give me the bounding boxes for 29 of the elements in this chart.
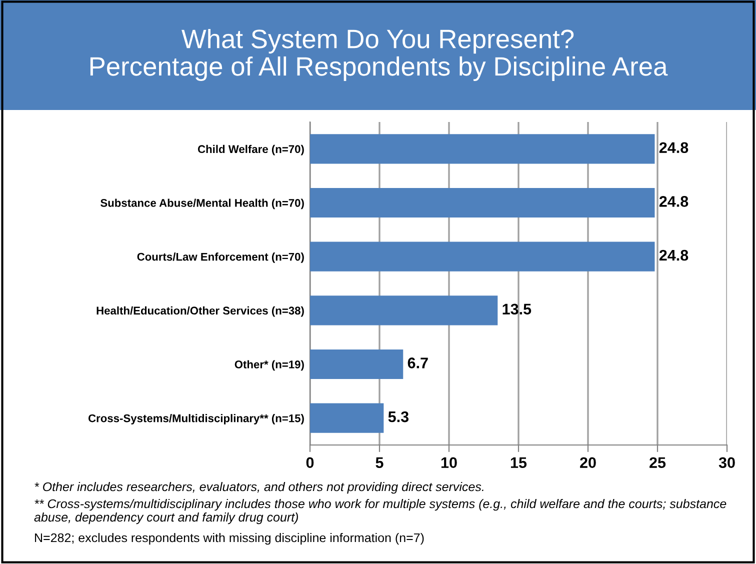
chart-title: What System Do You Represent? Percentage of All Respondents by Discipline Area <box>90 28 668 82</box>
x-tick-label: 10 <box>441 457 457 468</box>
y-tick-label: Health/Education/Other Services (n=38) <box>96 306 304 317</box>
data-label: 6.7 <box>408 358 428 368</box>
bar <box>310 296 498 326</box>
y-tick-label: Substance Abuse/Mental Health (n=70) <box>100 198 304 210</box>
bar <box>310 134 655 164</box>
data-label: 24.8 <box>659 196 688 207</box>
x-tick-label: 30 <box>718 457 735 468</box>
x-tick-label: 0 <box>306 457 314 468</box>
y-tick-label: Other* (n=19) <box>234 360 304 371</box>
x-tick-label: 15 <box>510 457 527 468</box>
bar <box>310 188 655 218</box>
text: * Other includes researchers, evaluators, and others not providing direct services. <box>34 482 484 494</box>
x-tick-label: 25 <box>650 457 666 468</box>
text: N=282; excludes respondents with missing discipline information (n=7) <box>35 533 424 545</box>
text: ** Cross-systems/multidisciplinary includes those who work for multiple systems (e.g., child welfare and the courts; substance abuse, dependency court and family drug court) <box>34 499 726 524</box>
data-label: 24.8 <box>659 250 688 261</box>
data-label: 24.8 <box>659 142 688 154</box>
y-tick-label: Cross-Systems/Multidisciplinary** (n=15) <box>88 414 304 424</box>
x-tick-label: 5 <box>376 457 384 468</box>
y-tick-label: Courts/Law Enforcement (n=70) <box>137 252 304 263</box>
bar <box>310 403 384 433</box>
bar <box>310 242 655 272</box>
data-label: 5.3 <box>388 411 409 422</box>
bar <box>310 349 404 380</box>
y-tick-label: Child Welfare (n=70) <box>198 144 304 156</box>
data-label: 13.5 <box>502 304 532 315</box>
x-tick-label: 20 <box>580 457 596 468</box>
